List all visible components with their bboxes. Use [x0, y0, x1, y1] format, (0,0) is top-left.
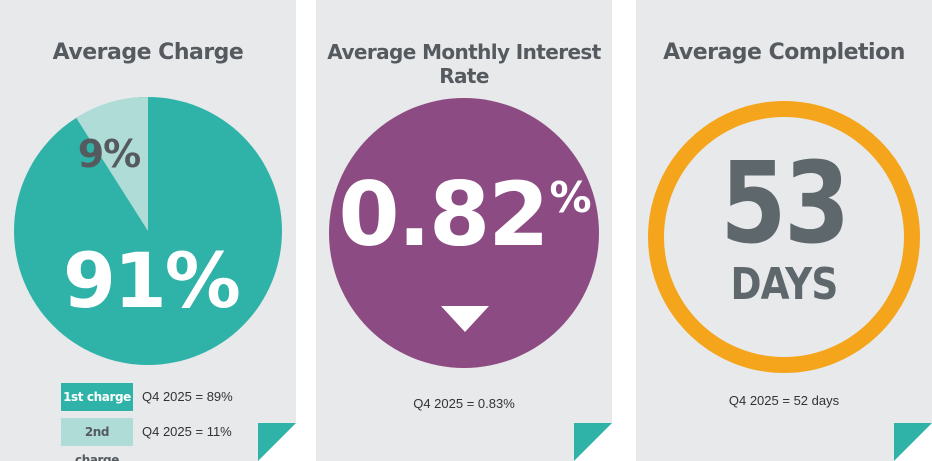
- legend-swatch-2nd-charge: 2nd charge: [61, 418, 133, 461]
- legend-swatch-1st-charge: 1st charge: [61, 383, 133, 411]
- completion-days-unit: DAYS: [730, 259, 838, 310]
- card-title: Average Completion: [663, 40, 905, 65]
- arrow-down-icon: [441, 306, 489, 332]
- corner-fold-icon: [258, 423, 296, 461]
- completion-compare-text: Q4 2025 = 52 days: [728, 393, 840, 408]
- corner-fold-icon: [894, 423, 932, 461]
- card-title: Average Monthly Interest Rate: [327, 40, 601, 88]
- interest-rate-unit: %: [549, 173, 592, 222]
- pie-slice-2nd-charge: [76, 97, 148, 231]
- interest-rate-value: 0.82%: [329, 171, 599, 259]
- card-title: Average Charge: [52, 40, 244, 65]
- average-charge-card: Average Charge 9% 91% 1st charge Q4 2025…: [0, 0, 296, 461]
- completion-days-value: 53: [720, 139, 850, 269]
- interest-compare-text: Q4 2025 = 0.83%: [413, 396, 515, 411]
- pie-label-2nd-charge: 9%: [78, 132, 141, 176]
- legend-compare-1st-charge: Q4 2025 = 89%: [142, 389, 233, 404]
- interest-rate-number: 0.82: [338, 163, 549, 266]
- charge-pie-chart: 9% 91%: [14, 97, 282, 365]
- corner-fold-icon: [574, 423, 612, 461]
- interest-rate-circle: 0.82%: [329, 98, 599, 368]
- pie-label-1st-charge: 91%: [63, 236, 239, 325]
- average-interest-rate-card: Average Monthly Interest Rate 0.82% Q4 2…: [316, 0, 612, 461]
- average-completion-card: Average Completion 53 DAYS Q4 2025 = 52 …: [636, 0, 932, 461]
- legend-compare-2nd-charge: Q4 2025 = 11%: [142, 424, 232, 439]
